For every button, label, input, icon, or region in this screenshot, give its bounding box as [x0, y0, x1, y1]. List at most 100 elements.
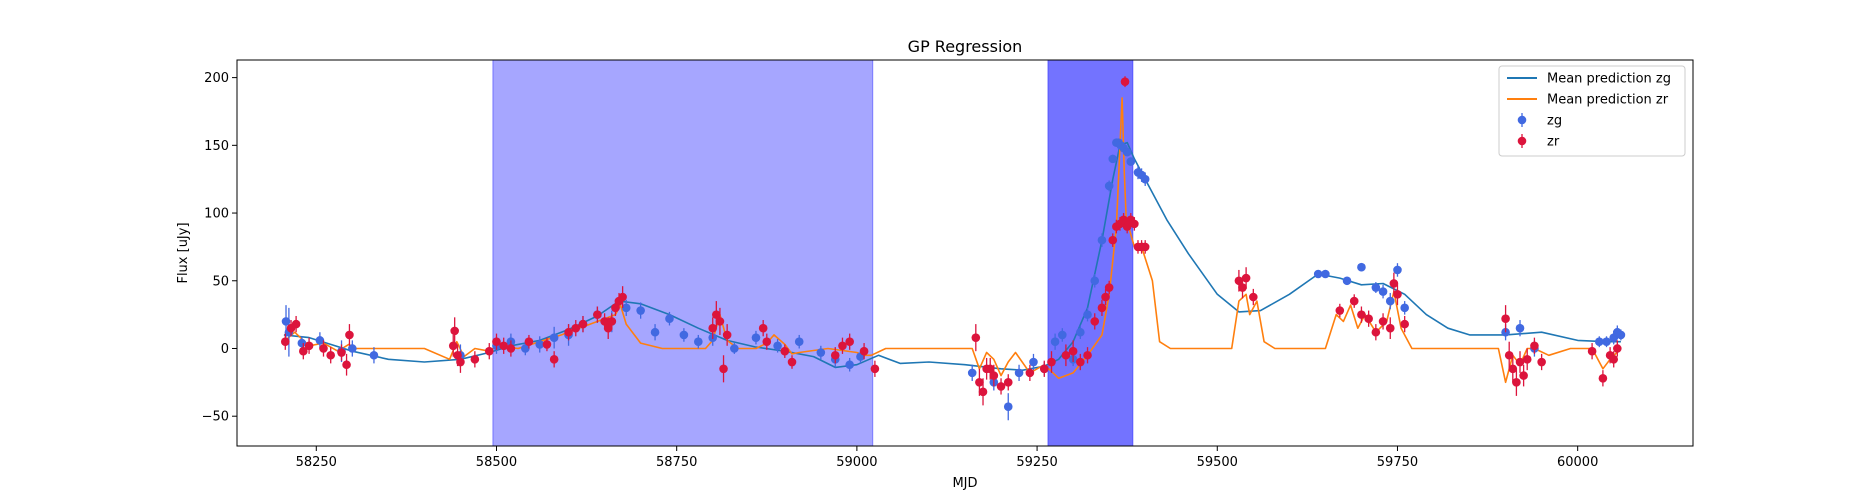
marker-zg — [1003, 402, 1013, 412]
marker-zr — [830, 350, 840, 360]
point-zr — [971, 324, 981, 352]
marker-zr — [996, 382, 1006, 391]
point-zr — [859, 343, 869, 360]
point-zr — [542, 337, 552, 352]
point-zg — [1029, 353, 1038, 371]
marker-zr — [470, 355, 480, 364]
marker-zg — [1090, 276, 1100, 286]
marker-zg — [1393, 265, 1402, 275]
marker-zg — [297, 338, 307, 348]
y-axis: −50 0 50 100 150 200 — [202, 71, 237, 425]
point-zr — [456, 351, 465, 373]
marker-zr — [1393, 290, 1402, 299]
marker-zg — [794, 337, 804, 347]
marker-zr — [1378, 317, 1388, 326]
point-zr — [1104, 280, 1114, 295]
marker-zr — [1068, 346, 1078, 356]
marker-zr — [1003, 378, 1013, 387]
marker-zr — [1025, 368, 1035, 378]
marker-zr — [1335, 306, 1345, 315]
point-zg — [751, 330, 761, 345]
data-points — [280, 76, 1626, 421]
point-zr — [989, 364, 999, 387]
marker-zr — [611, 303, 620, 313]
point-zg — [730, 343, 739, 354]
point-zr — [1501, 305, 1510, 333]
point-zg — [1313, 269, 1323, 279]
legend: Mean prediction zg Mean prediction zr zg zr — [1498, 65, 1686, 157]
y-tick-label: 0 — [221, 342, 229, 357]
point-zr — [1378, 313, 1388, 330]
point-zr — [342, 353, 351, 376]
marker-zr — [1249, 292, 1258, 302]
marker-zr — [845, 337, 854, 347]
point-zg — [1014, 364, 1024, 381]
point-zg — [845, 357, 854, 372]
point-zr — [1090, 313, 1100, 330]
point-zg — [1126, 157, 1136, 166]
marker-zr — [1122, 222, 1132, 231]
point-zg — [1371, 282, 1381, 293]
point-zr — [1530, 337, 1539, 354]
point-zr — [1371, 324, 1381, 341]
marker-zr — [1130, 219, 1139, 229]
marker-zr — [1076, 357, 1085, 367]
legend-swatch — [1517, 136, 1527, 146]
marker-zr — [1613, 344, 1622, 353]
marker-zr — [1108, 235, 1118, 245]
point-zg — [1342, 276, 1352, 286]
marker-zg — [694, 337, 703, 347]
point-zr — [1101, 288, 1110, 306]
point-zr — [708, 317, 718, 340]
marker-zr — [978, 387, 988, 397]
marker-zr — [299, 346, 308, 356]
marker-zg — [1104, 181, 1114, 191]
marker-zr — [564, 327, 573, 337]
marker-zr — [326, 350, 336, 360]
marker-zr — [1364, 314, 1373, 323]
marker-zr — [1519, 371, 1528, 380]
marker-zr — [524, 337, 534, 347]
marker-zg — [1616, 330, 1626, 340]
point-zr — [1249, 288, 1258, 306]
point-zr — [484, 343, 494, 360]
marker-zg — [1313, 269, 1323, 279]
y-tick-label: 50 — [212, 274, 229, 289]
point-zg — [1058, 328, 1067, 342]
marker-zg — [816, 348, 826, 357]
point-zg — [1594, 336, 1604, 348]
marker-zg — [1342, 276, 1352, 286]
marker-zr — [1238, 283, 1247, 292]
marker-zr — [1515, 357, 1525, 367]
marker-zg — [535, 340, 545, 349]
point-zr — [1504, 341, 1514, 369]
marker-zg — [1029, 357, 1038, 367]
marker-zr — [708, 323, 718, 333]
point-zr — [1515, 351, 1525, 373]
point-zg — [1050, 333, 1060, 350]
y-axis-label: Flux [uJy] — [176, 222, 191, 283]
point-zg — [1357, 262, 1366, 272]
point-zr — [593, 306, 602, 323]
marker-zg — [1108, 154, 1118, 164]
marker-zg — [845, 360, 854, 370]
y-tick-label: 200 — [204, 71, 229, 86]
marker-zr — [607, 317, 617, 326]
marker-zr — [1598, 373, 1608, 383]
point-zr — [719, 355, 728, 383]
marker-zg — [315, 336, 325, 345]
marker-zr — [1530, 341, 1539, 351]
marker-zg — [1378, 287, 1388, 296]
point-zr — [978, 378, 988, 406]
marker-zr — [975, 378, 984, 387]
x-tick-label: 59500 — [1197, 455, 1238, 470]
marker-zr — [456, 357, 465, 367]
x-tick-label: 58250 — [296, 455, 337, 470]
point-zg — [1602, 336, 1611, 348]
marker-zr — [492, 337, 501, 347]
point-zg — [679, 328, 689, 342]
legend-swatch — [1517, 115, 1527, 125]
marker-zr — [780, 346, 790, 356]
point-zg — [315, 332, 325, 349]
marker-zg — [1400, 303, 1409, 313]
